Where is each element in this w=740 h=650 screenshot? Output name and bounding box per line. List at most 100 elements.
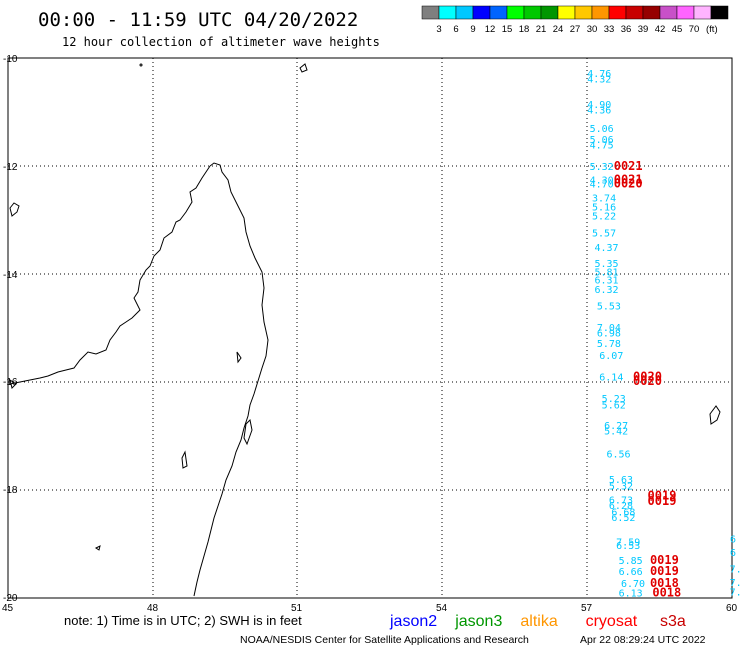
- legend-label: 70: [689, 24, 700, 35]
- footer-credit: NOAA/NESDIS Center for Satellite Applica…: [240, 634, 529, 646]
- satellite-cryosat: cryosat: [586, 613, 638, 630]
- lon-label-45: 45: [2, 603, 14, 614]
- color-scale-legend: 3 6 9 12 15 18 21 24 27 30 33 36 39 42 45 70 (ft): [421, 5, 729, 35]
- wave-height-value: 6.98: [597, 328, 621, 339]
- legend-swatch: [625, 5, 644, 20]
- legend-swatch: [523, 5, 542, 20]
- lat-label-20: -20: [3, 593, 18, 604]
- wave-height-value: 4.32: [587, 75, 611, 86]
- lat-label-10: -10: [3, 54, 18, 65]
- wave-height-value: 6.56: [607, 449, 631, 460]
- wave-height-value: 6.70: [621, 579, 645, 590]
- wave-height-value: 6.31: [594, 275, 618, 286]
- pass-time-label: 0019: [650, 564, 679, 578]
- map-frame: [7, 57, 733, 599]
- legend-swatch: [438, 5, 457, 20]
- legend-swatch: [506, 5, 525, 20]
- legend-swatch: [472, 5, 491, 20]
- wave-height-value: 6.32: [594, 285, 618, 296]
- wave-height-value: 4.37: [594, 243, 618, 254]
- legend-label: 12: [485, 24, 496, 35]
- edge-value: 6: [730, 535, 736, 546]
- legend-label: 3: [436, 24, 441, 35]
- lat-lon-grid: [8, 58, 732, 598]
- pass-time-label: 0020: [633, 370, 662, 384]
- wave-height-value: 6.13: [619, 589, 643, 600]
- pass-time-label: 0020: [614, 176, 643, 190]
- wave-height-value: 4.90: [587, 100, 611, 111]
- legend-swatch: [421, 5, 440, 20]
- lon-label-48: 48: [147, 603, 159, 614]
- lon-label-57: 57: [581, 603, 593, 614]
- legend-swatch: [591, 5, 610, 20]
- pass-time-label: 0019: [648, 488, 677, 502]
- wave-height-value: 5.62: [602, 401, 626, 412]
- wave-height-value: 4.70: [590, 179, 614, 190]
- edge-values: 667.7.7.1: [730, 535, 740, 599]
- pass-time-label: 0019: [648, 494, 677, 508]
- wave-height-value: 3.74: [592, 193, 616, 204]
- pass-time-label: 0021: [614, 159, 643, 173]
- wave-height-value: 5.63: [609, 475, 633, 486]
- wave-height-value: 4.75: [590, 140, 614, 151]
- lat-label-18: -18: [3, 485, 18, 496]
- lon-label-60: 60: [726, 603, 738, 614]
- legend-label: 15: [502, 24, 513, 35]
- wave-height-value: 4.36: [587, 105, 611, 116]
- wave-height-value: 6.52: [611, 513, 635, 524]
- pass-time-label: 0021: [614, 173, 643, 187]
- legend-label: 9: [470, 24, 475, 35]
- pass-time-label: 0018: [650, 576, 679, 590]
- wave-height-value: 5.22: [592, 212, 616, 223]
- legend-swatch: [608, 5, 627, 20]
- edge-value: 6: [730, 548, 736, 559]
- lat-label-14: -14: [3, 270, 18, 281]
- legend-unit: (ft): [706, 24, 718, 35]
- wave-height-value: 5.32: [609, 482, 633, 493]
- lon-label-54: 54: [436, 603, 448, 614]
- wave-height-value: 5.42: [604, 427, 628, 438]
- legend-label: 33: [604, 24, 615, 35]
- wave-height-value: 5.35: [594, 259, 618, 270]
- legend-swatch: [574, 5, 593, 20]
- legend-swatch: [540, 5, 559, 20]
- coastline: [9, 63, 721, 597]
- satellite-altika: altika: [520, 613, 557, 630]
- pass-time-label: 0018: [652, 586, 681, 600]
- wave-height-value: 6.66: [619, 567, 643, 578]
- pass-time-labels: 0021002100200020002000190019001900190018…: [614, 159, 682, 600]
- legend-swatch: [710, 5, 729, 20]
- wave-height-value: 5.85: [619, 556, 643, 567]
- wave-height-values: 4.764.324.904.365.065.064.755.324.304.70…: [587, 69, 645, 599]
- footer-note: note: 1) Time is in UTC; 2) SWH is in fe…: [64, 613, 302, 628]
- wave-height-value: 7.04: [597, 323, 621, 334]
- wave-height-value: 7.59: [616, 537, 640, 548]
- edge-value: 7.: [730, 564, 740, 575]
- satellite-jason3: jason3: [454, 613, 502, 630]
- legend-label: 27: [570, 24, 581, 35]
- pass-time-label: 0019: [650, 553, 679, 567]
- legend-swatch: [659, 5, 678, 20]
- satellite-s3a: s3a: [660, 613, 686, 630]
- wave-height-value: 5.06: [590, 124, 614, 135]
- legend-swatch: [642, 5, 661, 20]
- wave-height-value: 4.30: [590, 176, 614, 187]
- legend-label: 42: [655, 24, 666, 35]
- legend-label: 24: [553, 24, 564, 35]
- pass-time-label: 0020: [633, 374, 662, 388]
- wave-height-value: 5.57: [592, 228, 616, 239]
- lat-label-12: -12: [3, 162, 18, 173]
- wave-height-value: 5.23: [602, 394, 626, 405]
- wave-height-value: 6.73: [609, 496, 633, 507]
- wave-height-value: 5.32: [590, 162, 614, 173]
- edge-value: 7.: [730, 578, 740, 589]
- lon-label-51: 51: [291, 603, 303, 614]
- satellite-jason2: jason2: [389, 613, 437, 630]
- legend-label: 36: [621, 24, 632, 35]
- legend-label: 45: [672, 24, 683, 35]
- satellite-legend: jason2 jason3 altika cryosat s3a: [389, 613, 686, 630]
- wave-height-value: 5.53: [597, 301, 621, 312]
- wave-height-value: 6.68: [611, 508, 635, 519]
- wave-height-value: 6.14: [599, 373, 623, 384]
